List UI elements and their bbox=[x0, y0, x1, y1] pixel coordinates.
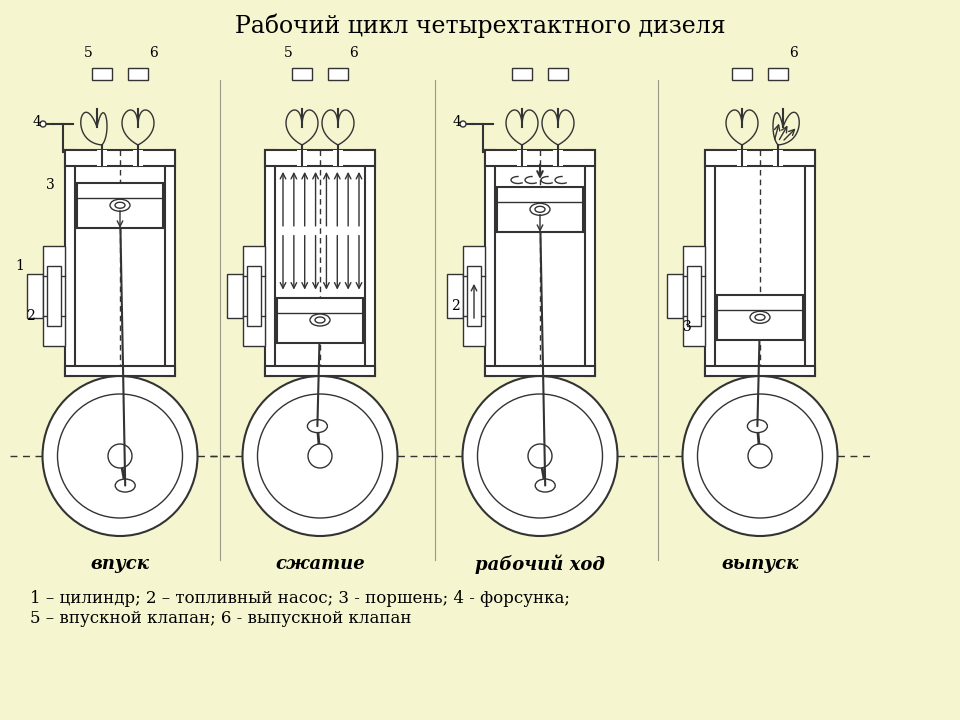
Ellipse shape bbox=[463, 376, 617, 536]
Circle shape bbox=[308, 444, 332, 468]
Bar bbox=[297, 150, 307, 166]
Bar bbox=[77, 183, 163, 228]
Text: 3: 3 bbox=[46, 179, 55, 192]
Text: 4: 4 bbox=[452, 115, 462, 129]
Bar bbox=[65, 150, 75, 376]
Bar bbox=[768, 68, 788, 80]
Bar bbox=[548, 68, 568, 80]
Ellipse shape bbox=[243, 376, 397, 536]
Text: 6: 6 bbox=[790, 46, 799, 60]
Ellipse shape bbox=[58, 394, 182, 518]
Ellipse shape bbox=[536, 479, 555, 492]
Bar bbox=[773, 150, 783, 166]
Bar bbox=[805, 150, 815, 376]
Text: 6: 6 bbox=[150, 46, 158, 60]
Text: 2: 2 bbox=[26, 309, 35, 323]
Bar bbox=[328, 68, 348, 80]
Ellipse shape bbox=[683, 376, 837, 536]
Text: 5: 5 bbox=[283, 46, 293, 60]
Ellipse shape bbox=[477, 394, 603, 518]
Text: 5: 5 bbox=[84, 46, 92, 60]
Bar bbox=[717, 294, 803, 340]
Bar bbox=[92, 68, 112, 80]
Ellipse shape bbox=[315, 317, 325, 323]
Bar bbox=[705, 366, 815, 376]
Bar bbox=[732, 68, 752, 80]
Bar bbox=[43, 246, 65, 346]
Ellipse shape bbox=[110, 199, 130, 211]
Bar bbox=[467, 266, 481, 326]
Bar bbox=[485, 150, 495, 376]
Text: 3: 3 bbox=[683, 320, 691, 334]
Bar bbox=[705, 150, 815, 166]
Bar bbox=[485, 366, 595, 376]
Circle shape bbox=[460, 121, 466, 127]
Bar bbox=[517, 150, 527, 166]
Ellipse shape bbox=[115, 479, 135, 492]
Bar bbox=[447, 274, 463, 318]
Text: рабочий ход: рабочий ход bbox=[475, 555, 605, 575]
Ellipse shape bbox=[310, 314, 330, 326]
Bar bbox=[165, 150, 175, 376]
Bar bbox=[365, 150, 375, 376]
Text: 6: 6 bbox=[349, 46, 358, 60]
Bar bbox=[683, 246, 705, 346]
Ellipse shape bbox=[755, 315, 765, 320]
Text: 1: 1 bbox=[15, 259, 24, 273]
Text: Рабочий цикл четырехтактного дизеля: Рабочий цикл четырехтактного дизеля bbox=[234, 14, 726, 38]
Ellipse shape bbox=[530, 203, 550, 215]
Bar bbox=[65, 150, 175, 166]
Circle shape bbox=[40, 121, 46, 127]
Text: выпуск: выпуск bbox=[721, 555, 799, 573]
Text: 4: 4 bbox=[33, 115, 41, 129]
Ellipse shape bbox=[535, 207, 545, 212]
Circle shape bbox=[748, 444, 772, 468]
Text: 1 – цилиндр; 2 – топливный насос; 3 - поршень; 4 - форсунка;
5 – впускной клапан: 1 – цилиндр; 2 – топливный насос; 3 - по… bbox=[30, 590, 570, 626]
Text: сжатие: сжатие bbox=[276, 555, 365, 573]
Bar bbox=[265, 150, 375, 166]
Ellipse shape bbox=[115, 202, 125, 208]
Bar bbox=[27, 274, 43, 318]
Bar bbox=[463, 246, 485, 346]
Bar bbox=[243, 246, 265, 346]
Ellipse shape bbox=[42, 376, 198, 536]
Bar bbox=[715, 166, 805, 366]
Bar bbox=[65, 366, 175, 376]
Ellipse shape bbox=[750, 311, 770, 323]
Bar bbox=[667, 274, 683, 318]
Bar bbox=[497, 186, 583, 232]
Ellipse shape bbox=[257, 394, 382, 518]
Bar bbox=[133, 150, 143, 166]
Text: 2: 2 bbox=[450, 299, 460, 313]
Bar bbox=[737, 150, 747, 166]
Bar bbox=[275, 166, 365, 366]
Bar bbox=[75, 166, 165, 366]
Bar bbox=[97, 150, 107, 166]
Bar bbox=[512, 68, 532, 80]
Bar bbox=[485, 150, 595, 166]
Bar bbox=[265, 150, 275, 376]
Bar bbox=[277, 297, 363, 343]
Bar bbox=[495, 166, 585, 366]
Bar bbox=[687, 266, 701, 326]
Ellipse shape bbox=[307, 420, 327, 433]
Bar bbox=[47, 266, 61, 326]
Bar bbox=[333, 150, 343, 166]
Bar bbox=[292, 68, 312, 80]
Bar bbox=[585, 150, 595, 376]
Bar bbox=[227, 274, 243, 318]
Bar bbox=[705, 150, 715, 376]
Bar bbox=[265, 366, 375, 376]
Circle shape bbox=[528, 444, 552, 468]
Circle shape bbox=[108, 444, 132, 468]
Bar bbox=[128, 68, 148, 80]
Ellipse shape bbox=[748, 420, 767, 433]
Ellipse shape bbox=[698, 394, 823, 518]
Bar bbox=[553, 150, 563, 166]
Text: впуск: впуск bbox=[90, 555, 150, 573]
Bar bbox=[247, 266, 261, 326]
